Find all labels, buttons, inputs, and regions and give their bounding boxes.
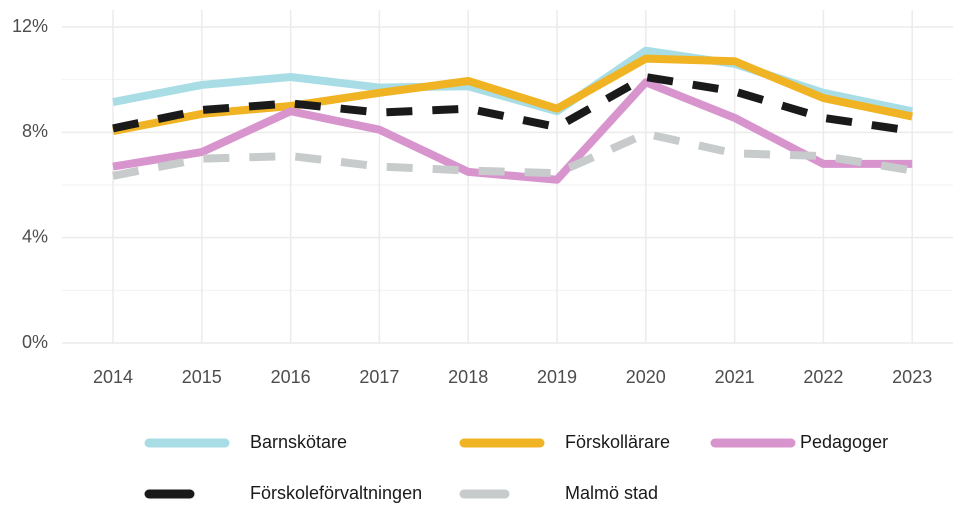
x-tick-label: 2023	[892, 367, 932, 387]
legend: Barnskötare Förskollärare Pedagoger Förskol…	[144, 432, 888, 503]
legend-label: Barnskötare	[250, 432, 347, 452]
x-tick-label: 2020	[626, 367, 666, 387]
y-tick-label: 0%	[22, 332, 48, 352]
y-tick-label: 8%	[22, 121, 48, 141]
x-tick-label: 2022	[803, 367, 843, 387]
legend-label: Förskollärare	[565, 432, 670, 452]
x-tick-label: 2016	[271, 367, 311, 387]
x-tick-label: 2014	[93, 367, 133, 387]
x-tick-label: 2015	[182, 367, 222, 387]
y-tick-label: 4%	[22, 226, 48, 246]
series-line	[112, 54, 914, 135]
legend-label: Pedagoger	[800, 432, 888, 452]
x-tick-label: 2021	[715, 367, 755, 387]
series-line	[112, 78, 913, 184]
y-tick-label: 12%	[12, 16, 48, 36]
x-tick-label: 2019	[537, 367, 577, 387]
legend-label: Malmö stad	[565, 483, 658, 503]
legend-label: Förskoleförvaltningen	[250, 483, 422, 503]
x-tick-label: 2018	[448, 367, 488, 387]
x-tick-label: 2017	[359, 367, 399, 387]
